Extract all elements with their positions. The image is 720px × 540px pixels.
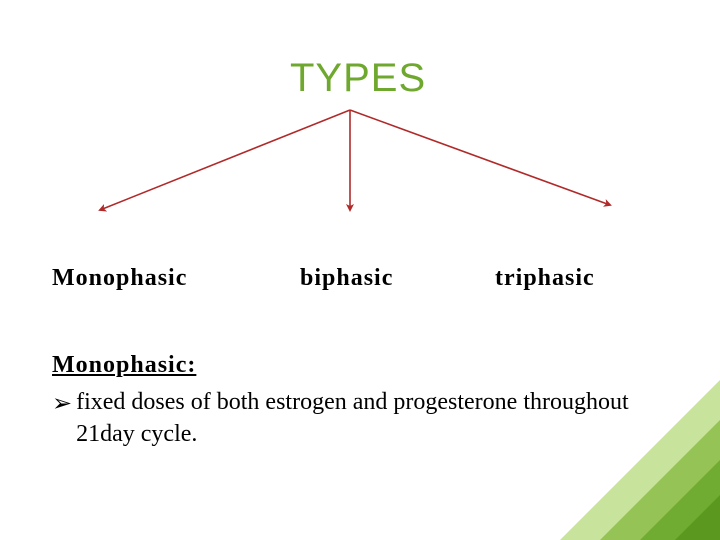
slide-title: TYPES	[290, 56, 426, 101]
chevron-bullet-icon: ➢	[52, 389, 72, 418]
branch-label-monophasic: Monophasic	[52, 265, 187, 292]
bullet-item: ➢ fixed doses of both estrogen and proge…	[52, 386, 652, 451]
branch-label-triphasic: triphasic	[495, 265, 595, 292]
branch-label-biphasic: biphasic	[300, 265, 393, 292]
subheading-monophasic: Monophasic:	[52, 352, 196, 379]
branch-arrows	[0, 0, 720, 300]
bullet-text: fixed doses of both estrogen and progest…	[76, 386, 652, 451]
